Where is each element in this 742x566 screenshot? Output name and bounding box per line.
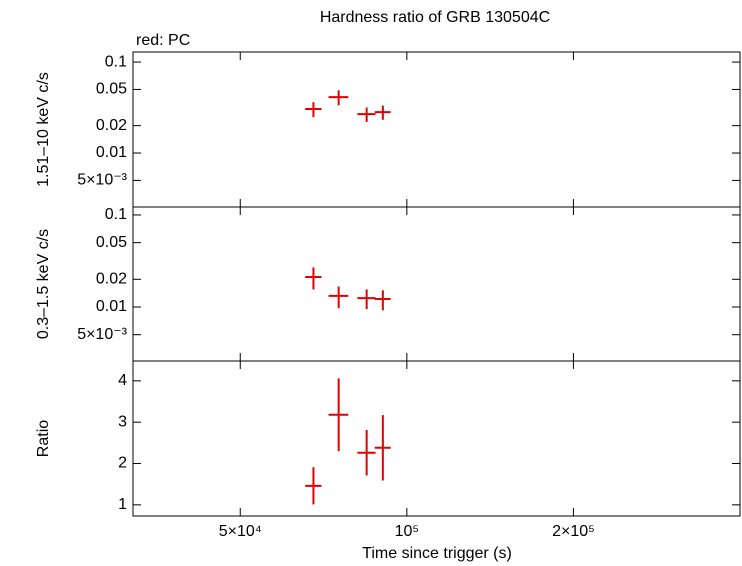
plot-frame — [132, 51, 741, 208]
x-tick-label: 5×10⁴ — [219, 523, 262, 540]
y-tick-label: 3 — [118, 413, 127, 430]
x-axis-label: Time since trigger (s) — [362, 545, 512, 562]
y-axis-label: Ratio — [35, 420, 52, 457]
plot-frame — [132, 206, 741, 362]
y-tick-label: 0.05 — [96, 81, 127, 98]
x-tick-label: 2×10⁵ — [552, 523, 595, 540]
y-tick-label: 0.01 — [96, 144, 127, 161]
y-tick-label: 0.02 — [96, 271, 127, 288]
annotation: red: PC — [136, 32, 190, 49]
y-tick-label: 5×10⁻³ — [77, 326, 127, 343]
plot-frame — [132, 360, 741, 517]
y-tick-label: 0.1 — [105, 53, 127, 70]
y-tick-label: 1 — [118, 496, 127, 513]
y-axis-label: 1.51–10 keV c/s — [35, 72, 52, 187]
y-tick-label: 0.02 — [96, 117, 127, 134]
x-tick-label: 10⁵ — [395, 523, 419, 540]
y-tick-label: 4 — [118, 372, 127, 389]
y-tick-label: 0.1 — [105, 206, 127, 223]
y-tick-label: 5×10⁻³ — [77, 172, 127, 189]
y-tick-label: 2 — [118, 455, 127, 472]
y-axis-label: 0.3–1.5 keV c/s — [35, 229, 52, 339]
chart-title: Hardness ratio of GRB 130504C — [320, 9, 550, 26]
y-tick-label: 0.05 — [96, 234, 127, 251]
y-tick-label: 0.01 — [96, 298, 127, 315]
